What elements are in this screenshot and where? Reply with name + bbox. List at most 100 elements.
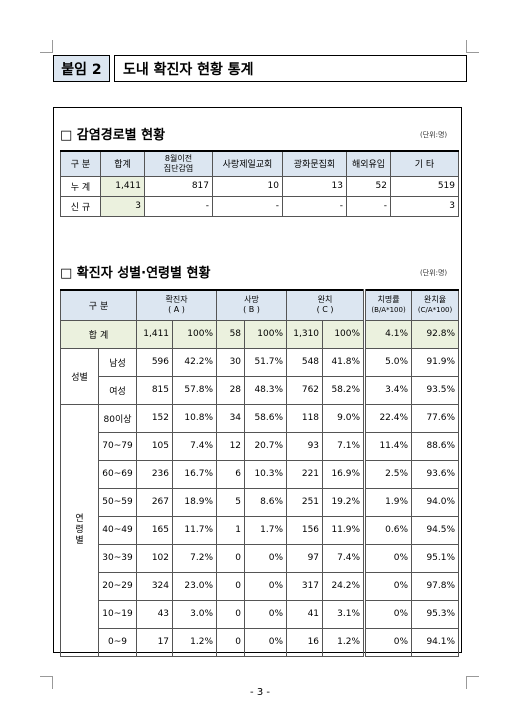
cell: 317 xyxy=(286,571,324,601)
header-other: 기 타 xyxy=(390,150,459,177)
cell: 1.2% xyxy=(322,627,366,657)
cell: 0% xyxy=(244,627,288,657)
cell: 2.5% xyxy=(363,459,413,489)
crop-mark-bottom-left xyxy=(40,676,53,689)
row-label: 10~19 xyxy=(97,599,138,629)
cell: 6 xyxy=(216,459,246,489)
cell: 42.2% xyxy=(172,347,218,377)
cell: 17 xyxy=(136,627,174,657)
crop-mark-top-left xyxy=(40,40,53,53)
header-recovered-label: 완치 xyxy=(317,295,333,305)
cell: 93 xyxy=(286,431,324,461)
cell: 12 xyxy=(216,431,246,461)
cell: 519 xyxy=(390,175,459,197)
cell: 0 xyxy=(216,543,246,573)
section2-title: □ 확진자 성별·연령별 현황 xyxy=(60,266,211,281)
cell: 100% xyxy=(244,319,288,349)
total-row: 합 계 1,411 100% 58 100% 1,310 100% 4.1% 9… xyxy=(59,319,460,349)
cell: 7.4% xyxy=(322,543,366,573)
cell: 91.9% xyxy=(411,347,460,377)
header-total: 합계 xyxy=(100,150,145,177)
cell: 100% xyxy=(172,319,218,349)
header-recovery-sub: (C/A*100) xyxy=(417,306,453,315)
cell: 7.2% xyxy=(172,543,218,573)
section1-unit: (단위:명) xyxy=(420,131,448,139)
header-recovery: 완치율 (C/A*100) xyxy=(411,289,460,321)
header-before-august: 8월이전 집단감염 xyxy=(144,150,213,177)
row-label: 60~69 xyxy=(97,459,138,489)
infection-route-table: 구 분 합계 8월이전 집단감염 사랑제일교회 광화문집회 해외유입 기 타 누… xyxy=(60,150,459,217)
table-row: 누 계 1,411 817 10 13 52 519 xyxy=(60,175,459,197)
cell: 51.7% xyxy=(244,347,288,377)
cell: 4.1% xyxy=(363,319,413,349)
row-label: 남성 xyxy=(97,347,138,377)
cell: 92.8% xyxy=(411,319,460,349)
header-confirmed: 확진자 ( A ) xyxy=(136,289,218,321)
cell: 0% xyxy=(363,571,413,601)
header-overseas: 해외유입 xyxy=(346,150,391,177)
cell: 165 xyxy=(136,515,174,545)
cell: 5.0% xyxy=(363,347,413,377)
crop-mark-top-right xyxy=(466,40,479,53)
cell: 100% xyxy=(322,319,366,349)
header-sarang-church: 사랑제일교회 xyxy=(212,150,283,177)
cell: 94.5% xyxy=(411,515,460,545)
cell: 43 xyxy=(136,599,174,629)
attachment-label: 붙임 2 xyxy=(53,55,110,82)
header-before-august-line1: 8월이전 xyxy=(164,153,193,163)
section2-unit: (단위:명) xyxy=(420,269,448,277)
cell: 7.1% xyxy=(322,431,366,461)
cell: - xyxy=(282,195,347,217)
cell: 9.0% xyxy=(322,403,366,433)
cell: 596 xyxy=(136,347,174,377)
cell: 548 xyxy=(286,347,324,377)
cell: 8.6% xyxy=(244,487,288,517)
cell: 18.9% xyxy=(172,487,218,517)
cell: - xyxy=(346,195,391,217)
row-label: 누 계 xyxy=(60,175,101,197)
cell: 0 xyxy=(216,599,246,629)
cell: 0% xyxy=(244,571,288,601)
cell: 1.2% xyxy=(172,627,218,657)
section1-title: □ 감염경로별 현황 xyxy=(60,128,166,143)
cell: 57.8% xyxy=(172,375,218,405)
cell: 16.9% xyxy=(322,459,366,489)
cell: 221 xyxy=(286,459,324,489)
cell: 58.2% xyxy=(322,375,366,405)
cell: 10 xyxy=(212,175,283,197)
table-row: 10~19 43 3.0% 0 0% 41 3.1% 0% 95.3% xyxy=(61,599,460,629)
cell: 48.3% xyxy=(244,375,288,405)
header-gubun: 구 분 xyxy=(59,289,138,321)
cell: 41 xyxy=(286,599,324,629)
cell: 3.4% xyxy=(363,375,413,405)
cell: 251 xyxy=(286,487,324,517)
age-group-label: 연령별 xyxy=(60,403,99,657)
cell: 5 xyxy=(216,487,246,517)
cell: 16 xyxy=(286,627,324,657)
row-label: 50~59 xyxy=(97,487,138,517)
header-death: 사망 ( B ) xyxy=(216,289,288,321)
document-title: 도내 확진자 현황 통계 xyxy=(114,55,467,82)
header-recovery-label: 완치율 xyxy=(424,295,447,305)
cell: 7.4% xyxy=(172,431,218,461)
header-gwanghwamun: 광화문집회 xyxy=(282,150,347,177)
cell: - xyxy=(212,195,283,217)
cell: 118 xyxy=(286,403,324,433)
cell: 88.6% xyxy=(411,431,460,461)
header-death-label: 사망 xyxy=(244,295,259,305)
row-label: 80이상 xyxy=(97,403,138,433)
page-number: - 3 - xyxy=(250,687,270,698)
cell: 41.8% xyxy=(322,347,366,377)
cell: 93.5% xyxy=(411,375,460,405)
cell: 58 xyxy=(216,319,246,349)
cell: 20.7% xyxy=(244,431,288,461)
gender-group-label: 성별 xyxy=(60,347,99,405)
cell: 105 xyxy=(136,431,174,461)
table-row: 40~49 165 11.7% 1 1.7% 156 11.9% 0.6% 94.5% xyxy=(61,515,460,545)
table-row: 0~9 17 1.2% 0 0% 16 1.2% 0% 94.1% xyxy=(61,627,460,657)
row-label: 70~79 xyxy=(97,431,138,461)
row-label: 20~29 xyxy=(97,571,138,601)
cell: 11.7% xyxy=(172,515,218,545)
cell: 1,411 xyxy=(136,319,174,349)
row-label: 신 규 xyxy=(60,195,101,217)
